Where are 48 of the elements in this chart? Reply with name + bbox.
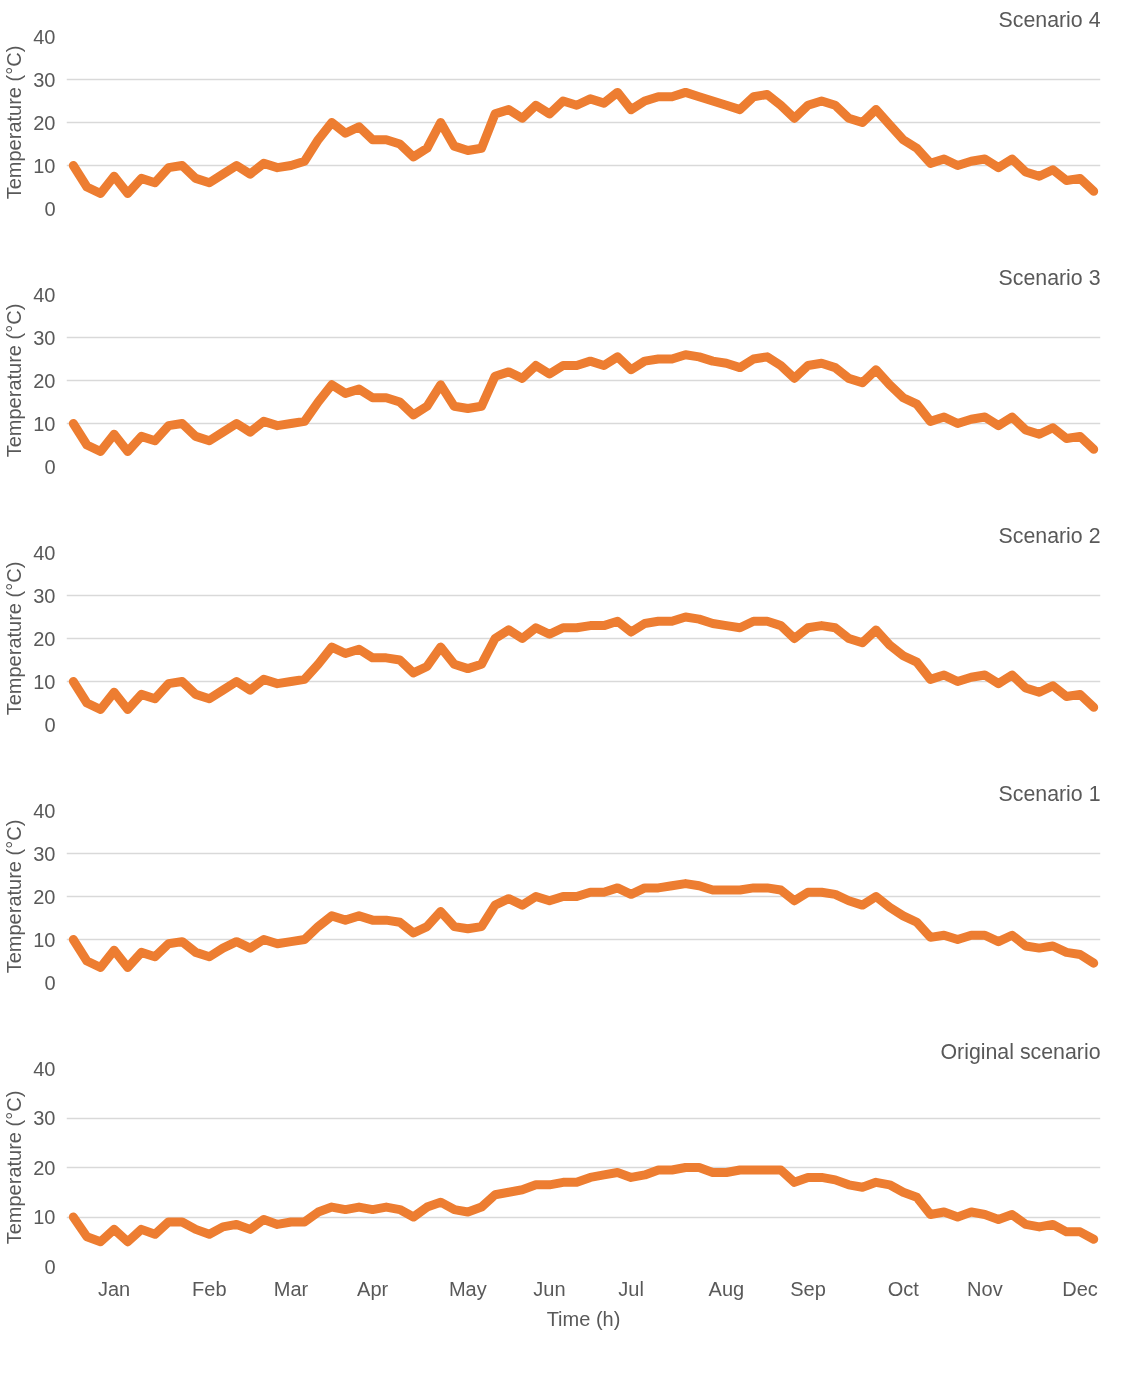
y-tick-label: 20 — [33, 369, 56, 392]
x-tick-label: Oct — [887, 1277, 920, 1300]
chart-title: Scenario 2 — [998, 523, 1101, 548]
y-tick-label: 0 — [44, 713, 56, 736]
y-tick-label: 30 — [33, 842, 56, 865]
y-tick-label: 30 — [33, 68, 56, 91]
y-tick-label: 40 — [33, 1057, 56, 1080]
y-tick-label: 30 — [33, 326, 56, 349]
y-tick-label: 40 — [33, 283, 56, 306]
x-tick-label: Nov — [967, 1277, 1003, 1300]
y-tick-label: 10 — [33, 928, 56, 951]
x-tick-label: Jul — [618, 1277, 644, 1300]
y-tick-label: 20 — [33, 1156, 56, 1179]
chart-title: Original scenario — [940, 1039, 1101, 1064]
x-tick-label: Aug — [708, 1277, 745, 1300]
y-tick-label: 10 — [33, 670, 56, 693]
y-tick-label: 40 — [33, 25, 56, 48]
y-tick-label: 0 — [44, 1255, 56, 1278]
y-tick-label: 10 — [33, 154, 56, 177]
x-tick-label: Apr — [357, 1277, 389, 1300]
y-tick-label: 30 — [33, 1107, 56, 1129]
x-tick-label: Jan — [98, 1277, 131, 1300]
y-tick-label: 20 — [33, 885, 56, 908]
y-tick-label: 20 — [33, 111, 56, 134]
y-axis-title: Temperature (°C) — [3, 561, 26, 716]
x-axis-title: Time (h) — [546, 1307, 621, 1330]
y-tick-label: 0 — [44, 455, 56, 478]
y-tick-label: 40 — [33, 799, 56, 822]
x-tick-label: Mar — [273, 1277, 309, 1300]
x-tick-label: May — [448, 1277, 487, 1300]
chart-title: Scenario 4 — [998, 7, 1101, 32]
y-axis-title: Temperature (°C) — [3, 1090, 26, 1245]
y-tick-label: 30 — [33, 584, 56, 607]
x-tick-label: Feb — [192, 1277, 227, 1300]
y-axis-title: Temperature (°C) — [3, 819, 26, 974]
chart-title: Scenario 1 — [998, 781, 1101, 806]
y-axis-title: Temperature (°C) — [3, 45, 26, 200]
chart-title: Scenario 3 — [998, 265, 1101, 290]
x-tick-label: Dec — [1062, 1277, 1098, 1300]
y-tick-label: 10 — [33, 412, 56, 435]
y-tick-label: 0 — [44, 197, 56, 220]
y-tick-label: 20 — [33, 627, 56, 650]
x-tick-label: Jun — [533, 1277, 566, 1300]
y-tick-label: 0 — [44, 971, 56, 994]
x-tick-label: Sep — [790, 1277, 826, 1300]
y-tick-label: 10 — [33, 1206, 56, 1228]
y-axis-title: Temperature (°C) — [3, 303, 26, 458]
y-tick-label: 40 — [33, 541, 56, 564]
